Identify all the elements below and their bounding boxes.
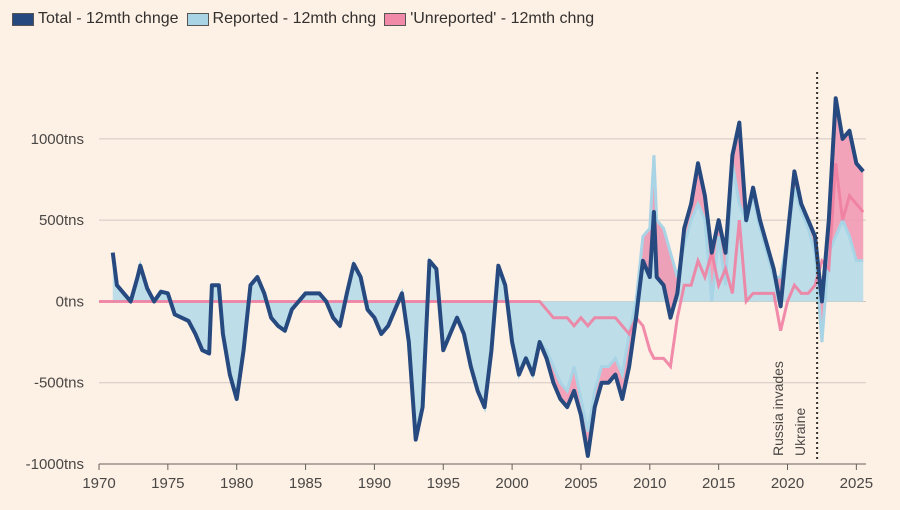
legend-item-total: Total - 12mth chnge [12, 10, 179, 28]
x-tick-label: 1985 [289, 475, 322, 492]
total-line [110, 96, 865, 458]
x-tick-label: 1970 [82, 475, 115, 492]
legend: Total - 12mth chnge Reported - 12mth chn… [12, 10, 594, 28]
annotation-label: Ukraine [792, 408, 808, 456]
x-tick-label: 2020 [771, 475, 804, 492]
legend-label: Total - 12mth chnge [38, 10, 179, 27]
x-tick-label: 1990 [358, 475, 391, 492]
x-tick-label: 1975 [151, 475, 184, 492]
legend-swatch-unreported [384, 12, 407, 26]
legend-label: Reported - 12mth chng [212, 10, 377, 27]
legend-label: 'Unreported' - 12mth chng [410, 10, 595, 27]
y-tick-label: 0tns [56, 293, 84, 310]
y-tick-label: 1000tns [31, 131, 84, 148]
legend-item-reported: Reported - 12mth chng [186, 10, 377, 28]
x-tick-label: 2015 [702, 475, 735, 492]
legend-item-unreported: 'Unreported' - 12mth chng [384, 10, 594, 28]
x-tick-label: 1995 [427, 475, 460, 492]
y-tick-label: -1000tns [26, 456, 84, 473]
legend-swatch-total [12, 12, 34, 26]
annotation-label: Russia invades [770, 361, 786, 456]
x-tick-label: 2000 [495, 475, 528, 492]
x-tick-label: 2005 [564, 475, 597, 492]
x-tick-label: 1980 [220, 475, 253, 492]
legend-swatch-reported [186, 12, 209, 26]
x-tick-label: 2025 [840, 475, 873, 492]
y-tick-label: 500tns [39, 212, 84, 229]
x-tick-label: 2010 [633, 475, 666, 492]
y-tick-label: -500tns [34, 375, 84, 392]
